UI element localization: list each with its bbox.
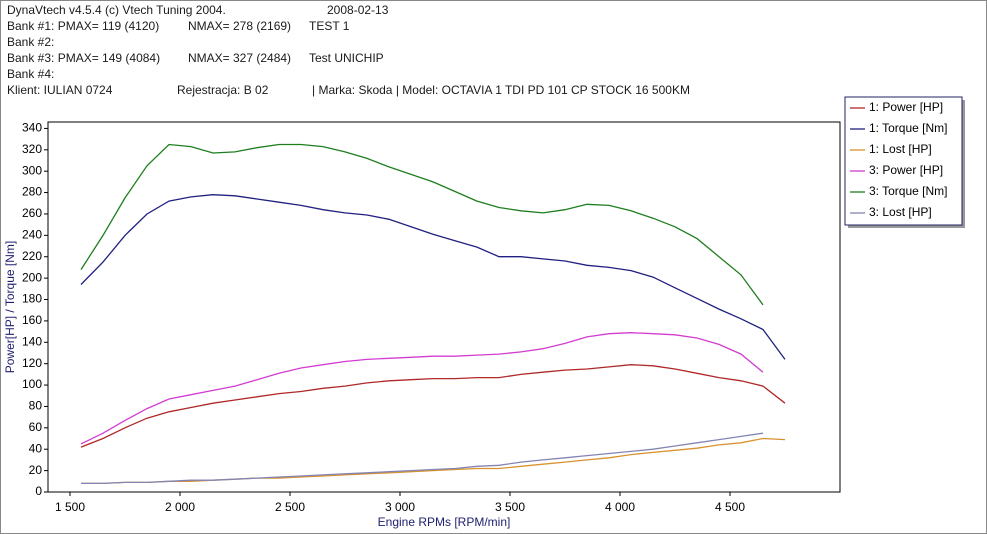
header-text: Bank #1: PMAX= 119 (4120) (7, 19, 159, 33)
header-text: Rejestracja: B 02 (177, 83, 269, 97)
y-tick-label: 200 (22, 270, 42, 284)
header-text: TEST 1 (309, 19, 350, 33)
x-tick-label: 3 000 (385, 500, 415, 514)
series-line (80, 194, 786, 360)
y-axis-label: Power[HP] / Torque [Nm] (3, 241, 17, 374)
series-line (80, 364, 786, 448)
x-tick-label: 1 500 (55, 500, 85, 514)
x-tick-label: 3 500 (495, 500, 525, 514)
y-tick-label: 40 (29, 441, 43, 455)
series-line (81, 432, 764, 485)
series-line (80, 332, 764, 445)
header-text: | Marka: Skoda | Model: OCTAVIA 1 TDI PD… (312, 83, 690, 97)
x-axis-label: Engine RPMs [RPM/min] (378, 515, 511, 529)
y-tick-label: 20 (29, 463, 43, 477)
header-text: Bank #3: PMAX= 149 (4084) (7, 51, 160, 65)
legend-label: 1: Torque [Nm] (869, 121, 947, 135)
y-tick-label: 260 (22, 206, 42, 220)
y-tick-label: 180 (22, 292, 42, 306)
x-tick-label: 4 500 (715, 500, 745, 514)
header-text: NMAX= 278 (2169) (188, 19, 291, 33)
header-text: DynaVtech v4.5.4 (c) Vtech Tuning 2004. (7, 3, 226, 17)
y-tick-label: 320 (22, 142, 42, 156)
header-text: 2008-02-13 (327, 3, 389, 17)
x-tick-label: 2 000 (165, 500, 195, 514)
y-tick-label: 240 (22, 228, 42, 242)
header-text: Bank #4: (7, 67, 54, 81)
x-tick-label: 4 000 (605, 500, 635, 514)
legend-label: 1: Power [HP] (869, 100, 943, 114)
header-text: Test UNICHIP (309, 51, 384, 65)
y-tick-label: 220 (22, 249, 42, 263)
header-text: Bank #2: (7, 35, 54, 49)
legend-label: 3: Lost [HP] (869, 205, 932, 219)
y-tick-label: 140 (22, 334, 42, 348)
y-tick-label: 80 (29, 399, 43, 413)
series-line (80, 143, 764, 306)
y-tick-label: 160 (22, 313, 42, 327)
y-tick-label: 0 (35, 484, 42, 498)
legend-label: 3: Power [HP] (869, 163, 943, 177)
y-tick-label: 300 (22, 163, 42, 177)
y-tick-label: 60 (29, 420, 43, 434)
legend-label: 1: Lost [HP] (869, 142, 932, 156)
header-text: Klient: IULIAN 0724 (7, 83, 113, 97)
legend-label: 3: Torque [Nm] (869, 184, 947, 198)
series-line (81, 437, 786, 485)
y-tick-label: 120 (22, 356, 42, 370)
x-tick-label: 2 500 (275, 500, 305, 514)
y-tick-label: 100 (22, 377, 42, 391)
legend (844, 96, 963, 226)
plot-area (47, 121, 841, 493)
header-text: NMAX= 327 (2484) (188, 51, 291, 65)
y-tick-label: 340 (22, 121, 42, 135)
y-tick-label: 280 (22, 185, 42, 199)
